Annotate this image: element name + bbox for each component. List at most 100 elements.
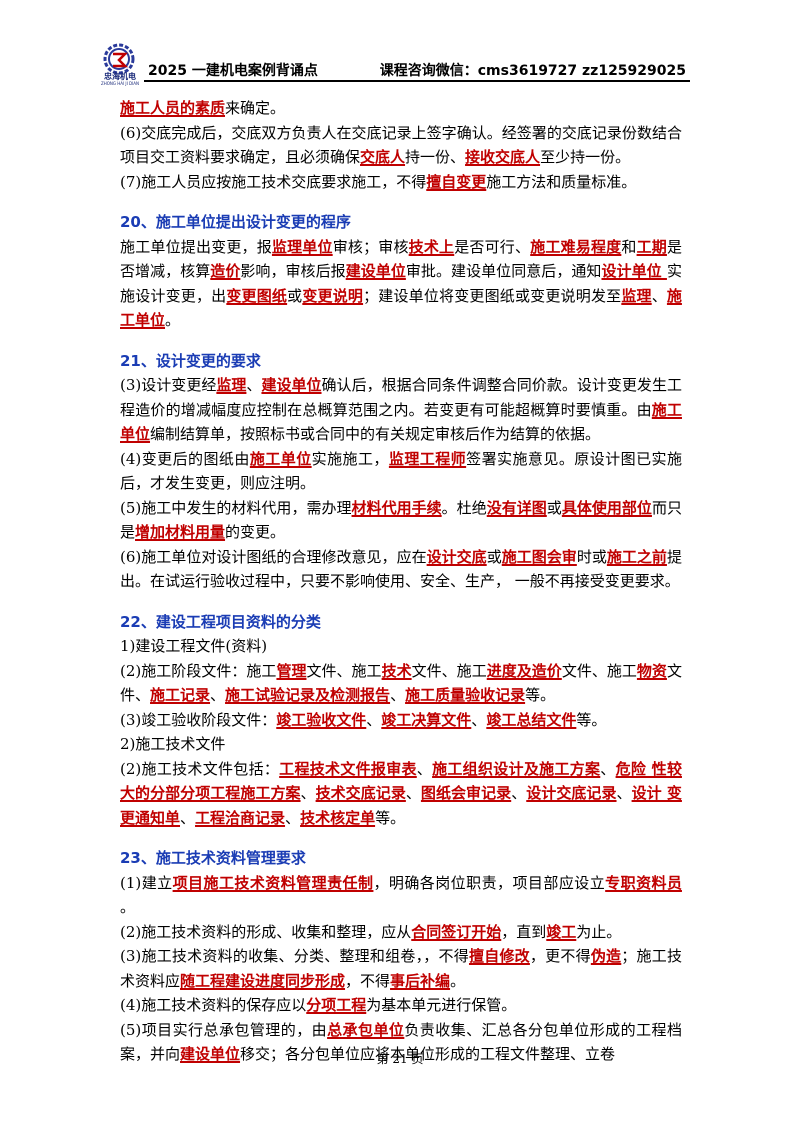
keyword-highlight: 具体使用部位 (561, 498, 652, 517)
text-run: (4)变更后的图纸由 (120, 449, 250, 468)
keyword-highlight: 擅自修改 (468, 947, 530, 965)
text-run: (3)设计变更经 (120, 376, 217, 394)
text-run: (1)建立 (120, 873, 173, 892)
text-run: 和 (621, 237, 637, 256)
text-run: 至少持一份。 (540, 148, 631, 166)
text-run: 、 (246, 376, 262, 394)
paragraph: (7)施工人员应按施工技术交底要求施工，不得擅自变更施工方法和质量标准。 (120, 170, 682, 195)
text-run: 、 (366, 710, 382, 729)
text-run: ，不得 (345, 971, 391, 990)
text-run: 文件、施工 (561, 661, 637, 680)
text-run: 来确定。 (225, 99, 286, 117)
text-run: 、 (600, 759, 616, 778)
text-run: 、 (405, 784, 421, 802)
text-run: 、 (180, 808, 196, 827)
paragraph: 2)施工技术文件 (120, 732, 682, 757)
paragraph: 施工单位提出变更，报监理单位审核；审核技术上是否可行、施工难易程度和工期是否增减… (120, 235, 682, 333)
text-run: 签署实施意见。原设计图已实施后，才发生变更，则应注明。 (120, 449, 682, 493)
text-run: 或 (546, 498, 562, 517)
text-run: 等。 (576, 710, 607, 729)
keyword-highlight: 竣工验收文件 (276, 710, 367, 729)
text-run: ，更不得 (529, 947, 591, 965)
keyword-highlight: 进度及造价 (486, 661, 562, 680)
keyword-highlight: 项目施工技术资料管理责任制 (172, 873, 374, 892)
keyword-highlight: 施工人员的素质 (120, 99, 226, 117)
keyword-highlight: 建设单位 (261, 376, 322, 394)
keyword-highlight: 接收交底人 (465, 148, 541, 166)
text-run: ，明确各岗位职责，项目部应设立 (373, 873, 606, 892)
text-run: 、 (651, 286, 667, 305)
keyword-highlight: 变更说明 (302, 286, 364, 305)
text-run: 持一份、 (405, 148, 466, 166)
keyword-highlight: 监理单位 (271, 237, 333, 256)
paragraph: (5)项目实行总承包管理的，由总承包单位负责收集、汇总各分包单位形成的工程档案，… (120, 1018, 682, 1067)
text-run: 而只是 (120, 498, 682, 542)
keyword-highlight: 合同签订开始 (411, 922, 502, 941)
text-run: 文件、施工 (411, 661, 487, 680)
section-heading: 21、设计变更的要求 (120, 349, 682, 374)
header-rule (144, 80, 690, 82)
keyword-highlight: 建设单位 (180, 1045, 241, 1063)
section-gap (120, 830, 682, 846)
keyword-highlight: 总承包单位 (327, 1020, 405, 1039)
text-run: 、 (210, 686, 226, 704)
keyword-highlight: 施工之前 (606, 547, 667, 566)
brand-name: 忠海机电 (104, 72, 136, 81)
keyword-highlight: 伪造 (590, 947, 622, 965)
keyword-highlight: 施工记录 (150, 686, 211, 704)
text-run: (7)施工人员应按施工技术交底要求施工，不得 (120, 172, 427, 191)
text-run: 21、设计变更的要求 (120, 351, 261, 370)
paragraph: (2)施工阶段文件：施工管理文件、施工技术文件、施工进度及造价文件、施工物资文件… (120, 659, 682, 708)
text-run: (5)项目实行总承包管理的，由 (120, 1020, 328, 1039)
keyword-highlight: 施 工单位 (120, 286, 682, 330)
paragraph: (4)施工技术资料的保存应以分项工程为基本单元进行保管。 (120, 993, 682, 1018)
header-title: 2025 一建机电案例背诵点 (148, 63, 318, 79)
paragraph: (3)设计变更经监理、建设单位确认后，根据合同条件调整合同价款。设计变更发生工程… (120, 373, 682, 447)
text-run: 、 (471, 710, 487, 729)
text-run: 、 (285, 808, 301, 827)
keyword-highlight: 危险 性较大的分部分项工程施工方案 (120, 759, 682, 803)
paragraph: (2)施工技术资料的形成、收集和整理，应从合同签订开始，直到竣工为止。 (120, 920, 682, 945)
keyword-highlight: 施工单位 (120, 400, 682, 444)
paragraph: (4)变更后的图纸由施工单位实施施工，监理工程师签署实施意见。原设计图已实施后，… (120, 447, 682, 496)
paragraph: (6)交底完成后，交底双方负责人在交底记录上签字确认。经签署的交底记录份数结合项… (120, 121, 682, 170)
text-run: 时或 (576, 547, 607, 566)
text-run: 文件、施工 (306, 661, 382, 680)
text-run: (3)竣工验收阶段文件： (120, 710, 277, 729)
keyword-highlight: 管理 (276, 661, 307, 680)
keyword-highlight: 技术交底记录 (315, 784, 406, 802)
keyword-highlight: 造价 (210, 262, 241, 280)
text-run: 文件、 (120, 661, 682, 705)
text-run: 等。 (525, 686, 556, 704)
keyword-highlight: 设计交底记录 (526, 784, 617, 802)
text-run: 移交；各分包单位应将本单位形成的工程文件整理、立卷 (240, 1045, 616, 1063)
text-run: 。 (120, 898, 136, 916)
text-run: 等。 (375, 808, 406, 827)
header-contact: 课程咨询微信：cms3619727 zz125929025 (379, 63, 686, 79)
text-run: ；建设单位将变更图纸或变更说明发至 (363, 286, 622, 305)
text-run: 为止。 (576, 922, 622, 941)
text-run: 1)建设工程文件(资料) (120, 637, 268, 655)
keyword-highlight: 技术核定单 (300, 808, 376, 827)
paragraph: 1)建设工程文件(资料) (120, 634, 682, 659)
text-run: 负责收集、汇总各分包单位形成的工程档案，并向 (120, 1020, 682, 1064)
text-run: 、 (416, 759, 433, 778)
keyword-highlight: 设计 变更通知单 (120, 784, 682, 827)
keyword-highlight: 没有详图 (486, 498, 547, 517)
text-run: (4)施工技术资料的保存应以 (120, 996, 307, 1014)
keyword-highlight: 技术上 (408, 237, 455, 256)
section-heading: 20、施工单位提出设计变更的程序 (120, 210, 682, 235)
text-run: (2)施工阶段文件：施工 (120, 661, 277, 680)
brand-subtitle: ZHONG HAI JI DIAN (100, 81, 140, 86)
keyword-highlight: 材料代用手续 (351, 498, 442, 517)
text-run: (5)施工中发生的材料代用，需办理 (120, 498, 352, 517)
keyword-highlight: 监理工程师 (388, 449, 467, 468)
text-run: 、 (616, 784, 632, 802)
keyword-highlight: 施工单位 (249, 449, 312, 468)
text-run: 、 (511, 784, 527, 802)
paragraph: (3)施工技术资料的收集、分类、整理和组卷，，不得擅自修改，更不得伪造；施工技术… (120, 944, 682, 993)
keyword-highlight: 竣工总结文件 (486, 710, 577, 729)
text-run: (6)交底完成后，交底双方负责人在交底记录上签字确认。经签署的交底记录份数结合项… (120, 123, 682, 167)
text-run: 的变更。 (225, 523, 286, 541)
page-body: 施工人员的素质来确定。 (6)交底完成后，交底双方负责人在交底记录上签字确认。经签… (120, 96, 682, 1067)
